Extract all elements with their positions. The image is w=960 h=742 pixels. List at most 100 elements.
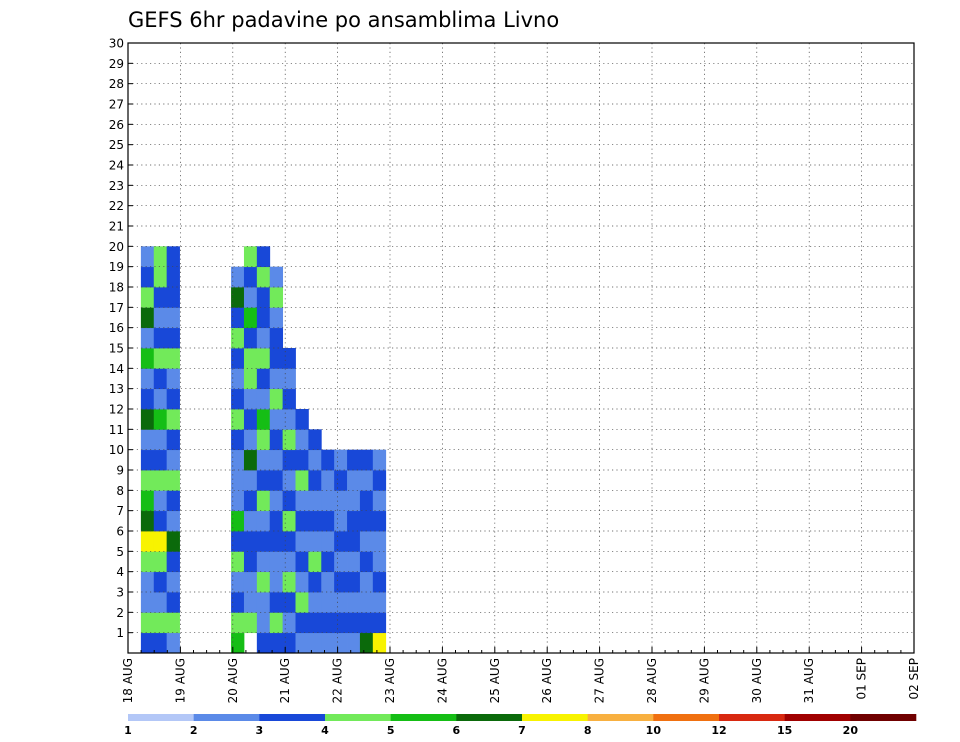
heatmap-cell	[269, 266, 284, 288]
heatmap-cell	[243, 449, 258, 471]
heatmap-cell	[166, 266, 180, 288]
heatmap-cell	[282, 510, 296, 532]
colorbar-swatch	[653, 714, 720, 721]
y-tick-label: 7	[116, 504, 124, 518]
heatmap-cell	[166, 409, 180, 430]
heatmap-cell	[334, 571, 348, 593]
heatmap-cell	[153, 266, 168, 288]
heatmap-cell	[359, 592, 374, 613]
heatmap-cell	[321, 592, 335, 613]
y-tick-label: 21	[109, 220, 124, 234]
y-tick-label: 29	[109, 57, 124, 71]
y-tick-label: 20	[109, 240, 124, 254]
heatmap-cell	[321, 490, 335, 512]
heatmap-cell	[282, 612, 296, 634]
heatmap-cell	[140, 571, 155, 593]
heatmap-cell	[269, 388, 284, 410]
heatmap-cell	[347, 470, 361, 491]
x-tick-label: 01 SEP	[855, 658, 869, 700]
heatmap-cell	[231, 551, 245, 573]
y-tick-label: 9	[116, 464, 124, 478]
heatmap-cell	[372, 490, 387, 512]
heatmap-cell	[269, 551, 284, 573]
colorbar-swatch	[850, 714, 917, 721]
heatmap-cell	[256, 348, 271, 369]
colorbar: 1 2 3 4 5 6 7 8 10 12 15 20	[124, 714, 917, 737]
x-tick-label: 26 AUG	[540, 658, 554, 703]
y-tick-label: 28	[109, 77, 124, 91]
heatmap-cell	[359, 510, 374, 532]
heatmap-cell	[231, 470, 245, 491]
heatmap-cell	[372, 592, 387, 613]
heatmap-cell	[166, 592, 180, 613]
heatmap-cell	[334, 470, 348, 491]
heatmap-cell	[269, 368, 284, 390]
y-tick-label: 15	[109, 342, 124, 356]
heatmap-cell	[231, 571, 245, 593]
x-tick-label: 02 SEP	[907, 658, 921, 700]
y-tick-label: 3	[116, 586, 124, 600]
heatmap-cell	[231, 612, 245, 634]
y-tick-label: 26	[109, 118, 124, 132]
colorbar-label: 3	[256, 724, 264, 737]
heatmap-cell	[359, 449, 374, 471]
heatmap-cell	[256, 409, 271, 430]
y-tick-label: 14	[109, 362, 124, 376]
heatmap-cell	[372, 612, 387, 634]
heatmap-cell	[140, 470, 155, 491]
colorbar-label: 8	[584, 724, 592, 737]
cells-layer	[140, 246, 387, 654]
heatmap-cell	[243, 470, 258, 491]
colorbar-swatch	[390, 714, 457, 721]
heatmap-cell	[153, 429, 168, 451]
heatmap-cell	[153, 287, 168, 308]
heatmap-cell	[140, 246, 155, 268]
heatmap-cell	[334, 592, 348, 613]
heatmap-cell	[153, 368, 168, 390]
heatmap-cell	[334, 510, 348, 532]
heatmap-cell	[295, 612, 309, 634]
y-tick-label: 25	[109, 138, 124, 152]
y-tick-label: 23	[109, 179, 124, 193]
heatmap-cell	[256, 592, 271, 613]
heatmap-cell	[269, 409, 284, 430]
y-tick-label: 5	[116, 545, 124, 559]
x-tick-label: 23 AUG	[383, 658, 397, 703]
colorbar-swatch	[325, 714, 391, 721]
heatmap-cell	[256, 327, 271, 349]
heatmap-cell	[308, 632, 322, 654]
colorbar-label: 20	[843, 724, 859, 737]
heatmap-cell	[243, 368, 258, 390]
heatmap-cell	[166, 490, 180, 512]
heatmap-cell	[166, 571, 180, 593]
x-tick-label: 27 AUG	[593, 658, 607, 703]
heatmap-cell	[231, 592, 245, 613]
colorbar-label: 2	[190, 724, 198, 737]
heatmap-cell	[231, 632, 245, 654]
heatmap-cell	[334, 632, 348, 654]
heatmap-cell	[256, 490, 271, 512]
heatmap-cell	[269, 490, 284, 512]
heatmap-cell	[269, 510, 284, 532]
heatmap-cell	[140, 307, 155, 329]
heatmap-cell	[243, 490, 258, 512]
heatmap-cell	[347, 571, 361, 593]
colorbar-swatch	[784, 714, 851, 721]
heatmap-cell	[153, 470, 168, 491]
heatmap-cell	[282, 592, 296, 613]
heatmap-cell	[269, 592, 284, 613]
heatmap-cell	[295, 551, 309, 573]
heatmap-cell	[269, 449, 284, 471]
heatmap-cell	[347, 592, 361, 613]
heatmap-cell	[231, 266, 245, 288]
heatmap-cell	[166, 449, 180, 471]
heatmap-cell	[282, 470, 296, 491]
heatmap-cell	[321, 612, 335, 634]
heatmap-cell	[153, 571, 168, 593]
heatmap-cell	[347, 510, 361, 532]
heatmap-cell	[231, 368, 245, 390]
heatmap-cell	[295, 632, 309, 654]
heatmap-cell	[256, 571, 271, 593]
heatmap-cell	[243, 510, 258, 532]
